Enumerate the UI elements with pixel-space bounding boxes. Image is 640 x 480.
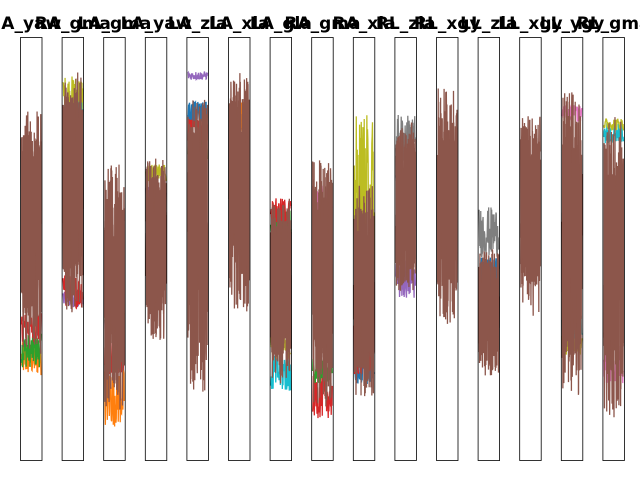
panel-frame [436,37,459,461]
panel-title: LA_gma [78,14,152,34]
series-accent-line [20,333,42,368]
series-main-core [145,174,167,314]
panel-13 [561,92,583,395]
panel-2 [103,164,125,427]
panel-10 [436,88,458,324]
panel-frame [311,37,334,461]
panel-frame [602,37,625,461]
series-main-core [62,92,84,276]
panel-frame [477,37,501,461]
series-main-core [478,262,500,357]
panel-8 [353,115,375,397]
series-main-core [228,95,250,276]
panel-title: RA_gma [35,14,111,34]
panel-title: LL_xgy [498,14,562,34]
panel-5 [228,73,250,312]
panel-0 [20,111,42,376]
series-main-core [187,127,209,348]
panel-title: LL_zla [460,14,517,34]
panel-title: LA_zla [168,14,228,34]
panel-frame [269,37,293,461]
series-accent-line [478,207,500,258]
panel-frame [20,37,43,461]
panel-12 [519,116,541,316]
series-main-core [603,145,625,371]
panel-frame [352,37,376,461]
series-main-core [353,209,375,366]
panel-9 [395,114,417,298]
panel-title: RL_gma [577,14,640,34]
panel-title: LA_gla [250,14,312,34]
panel-14 [603,117,625,418]
panel-title: RL_xgy [414,14,481,34]
panel-frame [228,37,251,461]
panel-frame [186,37,209,461]
series-main-core [395,139,417,266]
series-main-core [20,135,42,317]
panel-frame [61,37,84,461]
panel-3 [145,158,167,340]
series-main-core [561,121,583,347]
panel-frame [560,37,584,461]
panel-7 [311,160,333,419]
panel-11 [478,207,500,376]
panel-title: LL_ygy [540,14,605,34]
panel-frame [103,37,126,461]
panel-frame [394,37,417,461]
panel-4 [187,70,209,392]
series-main-core [270,217,292,357]
panel-title: RL_zla [376,14,436,34]
panel-title: RA_gma [284,14,360,34]
panel-title: A_yaw [1,14,61,34]
series-main-core [436,113,458,289]
panel-title: RA_xla [333,14,396,34]
series-main-core [519,135,541,285]
panel-title: LA_yaw [121,14,192,34]
series-main-core [311,182,333,372]
panel-title: LA_xla [209,14,270,34]
series-accent-line [187,70,209,82]
series-accent-line [312,375,333,419]
panels-group: A_yawRA_gmaLA_gmaLA_yawLA_zlaLA_xlaLA_gl… [1,14,640,461]
panel-frame [519,37,542,461]
panel-frame [144,37,168,461]
panel-6 [270,198,292,391]
panel-1 [62,72,84,313]
series-main-core [103,189,125,373]
